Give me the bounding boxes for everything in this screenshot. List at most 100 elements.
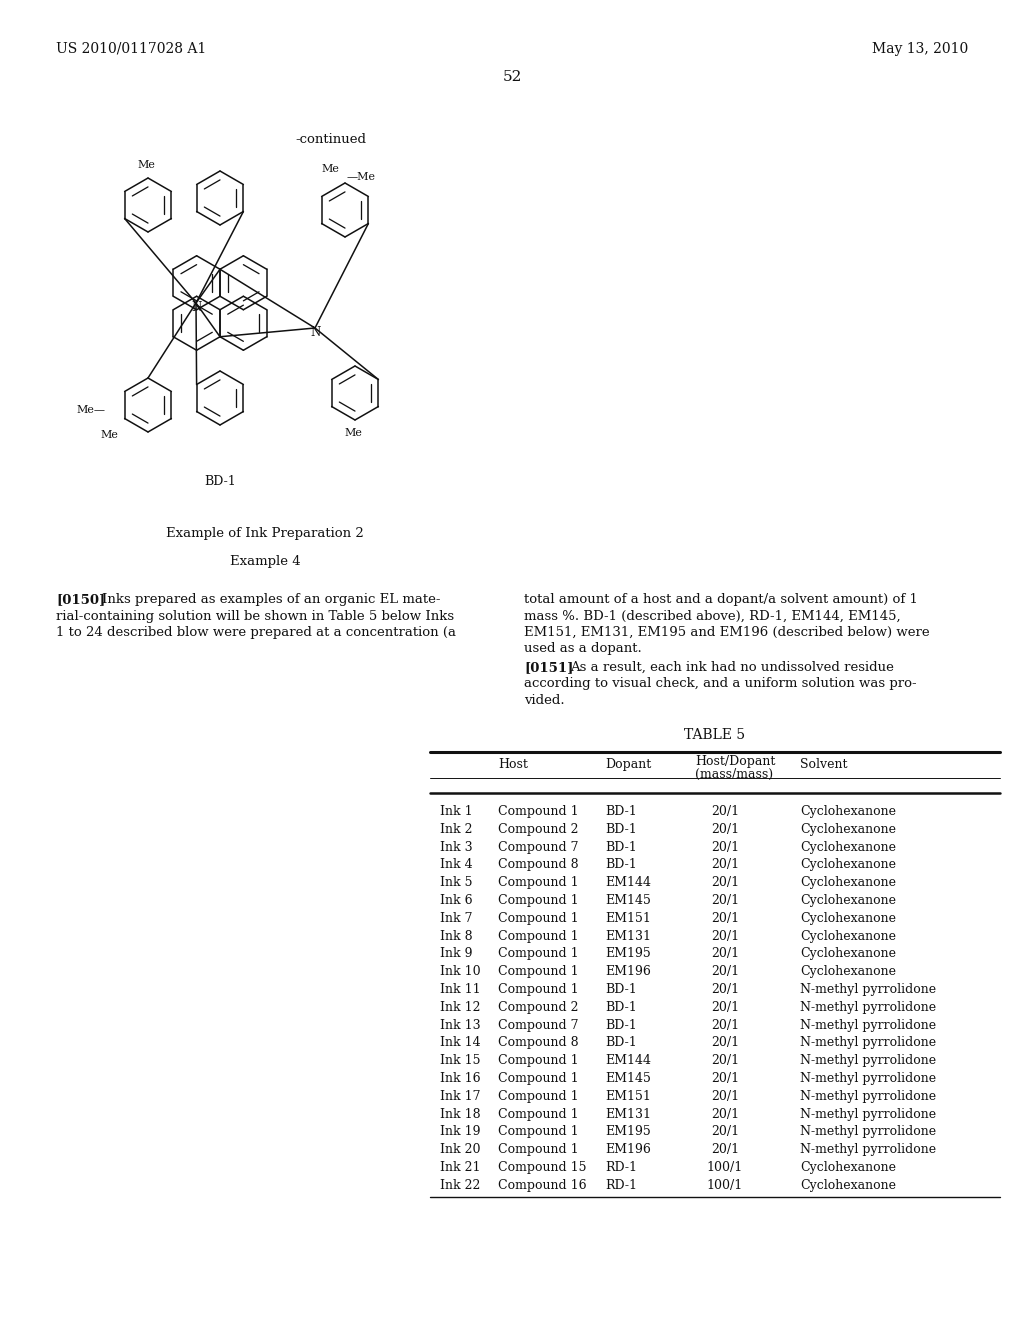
Text: Ink 2: Ink 2 [440,822,472,836]
Text: N-methyl pyrrolidone: N-methyl pyrrolidone [800,1107,936,1121]
Text: 20/1: 20/1 [711,965,739,978]
Text: BD-1: BD-1 [605,841,637,854]
Text: Example 4: Example 4 [229,554,300,568]
Text: EM151: EM151 [605,912,651,925]
Text: Ink 8: Ink 8 [440,929,473,942]
Text: [0151]: [0151] [524,661,573,675]
Text: Compound 1: Compound 1 [498,1072,579,1085]
Text: Compound 8: Compound 8 [498,858,579,871]
Text: N-methyl pyrrolidone: N-methyl pyrrolidone [800,1055,936,1067]
Text: Ink 9: Ink 9 [440,948,472,961]
Text: Compound 1: Compound 1 [498,1107,579,1121]
Text: Cyclohexanone: Cyclohexanone [800,929,896,942]
Text: 20/1: 20/1 [711,948,739,961]
Text: Me: Me [100,430,118,440]
Text: -continued: -continued [295,133,366,147]
Text: Ink 10: Ink 10 [440,965,480,978]
Text: used as a dopant.: used as a dopant. [524,643,642,656]
Text: N-methyl pyrrolidone: N-methyl pyrrolidone [800,1143,936,1156]
Text: mass %. BD-1 (described above), RD-1, EM144, EM145,: mass %. BD-1 (described above), RD-1, EM… [524,610,901,623]
Text: Host: Host [498,758,528,771]
Text: Ink 13: Ink 13 [440,1019,480,1032]
Text: Me: Me [137,160,155,170]
Text: 20/1: 20/1 [711,841,739,854]
Text: EM195: EM195 [605,948,650,961]
Text: N-methyl pyrrolidone: N-methyl pyrrolidone [800,983,936,997]
Text: Dopant: Dopant [605,758,651,771]
Text: Ink 4: Ink 4 [440,858,473,871]
Text: BD-1: BD-1 [204,475,236,488]
Text: Solvent: Solvent [800,758,848,771]
Text: 20/1: 20/1 [711,1055,739,1067]
Text: Ink 6: Ink 6 [440,894,473,907]
Text: Compound 1: Compound 1 [498,1090,579,1102]
Text: 20/1: 20/1 [711,805,739,818]
Text: Cyclohexanone: Cyclohexanone [800,948,896,961]
Text: BD-1: BD-1 [605,858,637,871]
Text: 20/1: 20/1 [711,822,739,836]
Text: Compound 2: Compound 2 [498,822,579,836]
Text: Compound 2: Compound 2 [498,1001,579,1014]
Text: EM144: EM144 [605,1055,651,1067]
Text: Compound 7: Compound 7 [498,1019,579,1032]
Text: Example of Ink Preparation 2: Example of Ink Preparation 2 [166,527,364,540]
Text: EM144: EM144 [605,876,651,890]
Text: 20/1: 20/1 [711,1107,739,1121]
Text: BD-1: BD-1 [605,1019,637,1032]
Text: 20/1: 20/1 [711,929,739,942]
Text: N-methyl pyrrolidone: N-methyl pyrrolidone [800,1001,936,1014]
Text: Compound 1: Compound 1 [498,965,579,978]
Text: Ink 3: Ink 3 [440,841,473,854]
Text: Cyclohexanone: Cyclohexanone [800,805,896,818]
Text: Compound 1: Compound 1 [498,894,579,907]
Text: TABLE 5: TABLE 5 [684,729,745,742]
Text: total amount of a host and a dopant/a solvent amount) of 1: total amount of a host and a dopant/a so… [524,593,918,606]
Text: N: N [311,326,322,339]
Text: N: N [191,301,202,314]
Text: Cyclohexanone: Cyclohexanone [800,858,896,871]
Text: 20/1: 20/1 [711,983,739,997]
Text: Compound 1: Compound 1 [498,948,579,961]
Text: [0150]: [0150] [56,593,105,606]
Text: Compound 1: Compound 1 [498,1055,579,1067]
Text: Ink 5: Ink 5 [440,876,472,890]
Text: EM131: EM131 [605,1107,651,1121]
Text: Me: Me [322,164,339,174]
Text: Compound 1: Compound 1 [498,1126,579,1138]
Text: BD-1: BD-1 [605,822,637,836]
Text: BD-1: BD-1 [605,1036,637,1049]
Text: BD-1: BD-1 [605,1001,637,1014]
Text: Cyclohexanone: Cyclohexanone [800,1162,896,1173]
Text: EM195: EM195 [605,1126,650,1138]
Text: Ink 21: Ink 21 [440,1162,480,1173]
Text: Cyclohexanone: Cyclohexanone [800,841,896,854]
Text: EM131: EM131 [605,929,651,942]
Text: Compound 1: Compound 1 [498,929,579,942]
Text: 20/1: 20/1 [711,1143,739,1156]
Text: As a result, each ink had no undissolved residue: As a result, each ink had no undissolved… [570,661,894,675]
Text: Cyclohexanone: Cyclohexanone [800,1179,896,1192]
Text: RD-1: RD-1 [605,1179,637,1192]
Text: Cyclohexanone: Cyclohexanone [800,912,896,925]
Text: 20/1: 20/1 [711,894,739,907]
Text: Compound 1: Compound 1 [498,912,579,925]
Text: Cyclohexanone: Cyclohexanone [800,822,896,836]
Text: —Me: —Me [347,172,376,182]
Text: Ink 1: Ink 1 [440,805,473,818]
Text: 20/1: 20/1 [711,1126,739,1138]
Text: Compound 1: Compound 1 [498,983,579,997]
Text: EM151: EM151 [605,1090,651,1102]
Text: Inks prepared as examples of an organic EL mate-: Inks prepared as examples of an organic … [102,593,440,606]
Text: Cyclohexanone: Cyclohexanone [800,876,896,890]
Text: Ink 18: Ink 18 [440,1107,480,1121]
Text: Compound 15: Compound 15 [498,1162,587,1173]
Text: 20/1: 20/1 [711,1019,739,1032]
Text: Compound 7: Compound 7 [498,841,579,854]
Text: Cyclohexanone: Cyclohexanone [800,894,896,907]
Text: EM145: EM145 [605,894,651,907]
Text: N-methyl pyrrolidone: N-methyl pyrrolidone [800,1036,936,1049]
Text: 20/1: 20/1 [711,1036,739,1049]
Text: Compound 16: Compound 16 [498,1179,587,1192]
Text: Ink 12: Ink 12 [440,1001,480,1014]
Text: Cyclohexanone: Cyclohexanone [800,965,896,978]
